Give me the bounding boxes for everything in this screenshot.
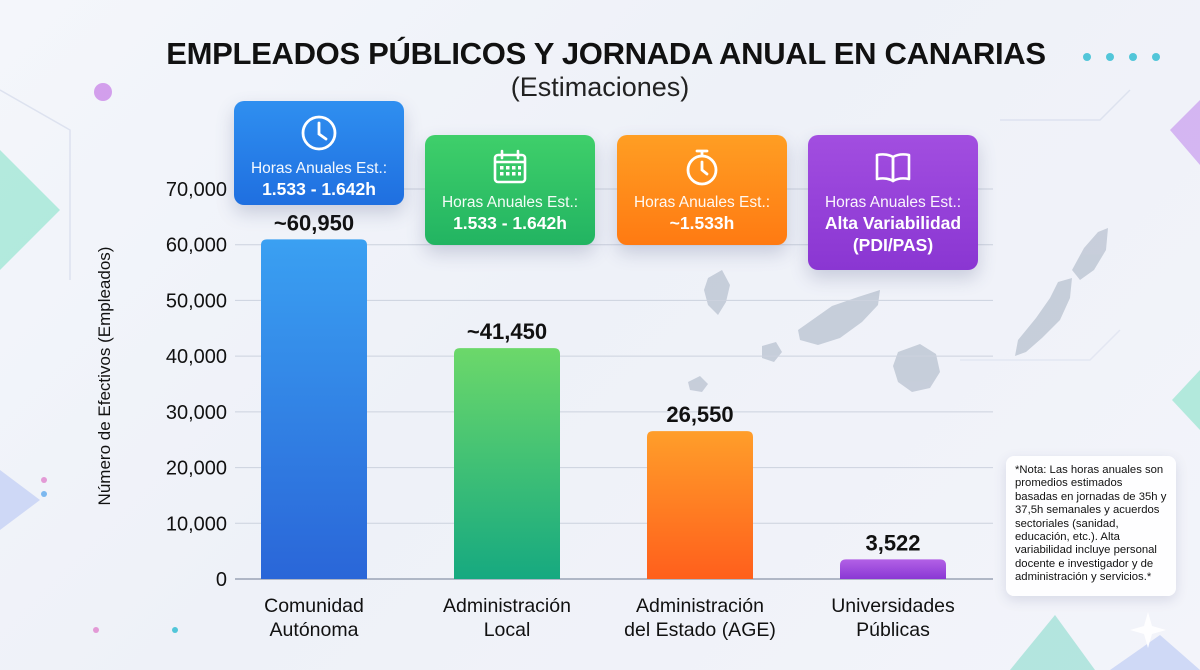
x-tick-label: Local — [484, 619, 531, 641]
badge-comunidad-autonoma: Horas Anuales Est.: 1.533 - 1.642h — [234, 101, 404, 205]
badge-value: Alta Variabilidad (PDI/PAS) — [824, 213, 962, 255]
bar — [647, 431, 753, 579]
badge-label: Horas Anuales Est.: — [441, 194, 579, 211]
bar — [261, 239, 367, 579]
stopwatch-icon — [686, 149, 718, 186]
x-tick-label: Universidades — [831, 595, 955, 617]
footnote: *Nota: Las horas anuales son promedios e… — [1006, 456, 1176, 596]
badge-administracion-local: Horas Anuales Est.: 1.533 - 1.642h — [425, 135, 595, 245]
x-axis-ticks: ComunidadAutónomaAdministraciónLocalAdmi… — [264, 595, 955, 641]
badge-label: Horas Anuales Est.: — [250, 160, 388, 177]
book-icon — [875, 153, 911, 183]
bar — [840, 559, 946, 579]
x-tick-label: Comunidad — [264, 595, 364, 617]
x-tick-label: Autónoma — [270, 619, 359, 641]
x-tick-label: del Estado (AGE) — [624, 619, 776, 641]
calendar-icon — [493, 149, 527, 184]
y-tick-label: 20,000 — [166, 458, 227, 480]
badge-label: Horas Anuales Est.: — [633, 194, 771, 211]
bar — [454, 348, 560, 579]
y-axis-ticks: 0 10,000 20,000 30,000 40,000 50,000 60,000 70,… — [166, 179, 227, 591]
badge-value: 1.533 - 1.642h — [453, 213, 567, 233]
y-axis-label: Número de Efectivos (Empleados) — [95, 247, 114, 506]
data-label: 26,550 — [666, 402, 733, 427]
data-label: ~41,450 — [467, 319, 547, 344]
y-tick-label: 0 — [216, 569, 227, 591]
chart-title: EMPLEADOS PÚBLICOS Y JORNADA ANUAL EN CA… — [166, 36, 1046, 71]
y-tick-label: 10,000 — [166, 513, 227, 535]
x-tick-label: Administración — [443, 595, 571, 617]
badge-value: 1.533 - 1.642h — [262, 179, 376, 199]
data-labels: ~60,950 ~41,450 26,550 3,522 — [274, 210, 921, 555]
badge-administracion-estado: Horas Anuales Est.: ~1.533h — [617, 135, 787, 245]
y-tick-label: 50,000 — [166, 290, 227, 312]
x-tick-label: Administración — [636, 595, 764, 617]
clock-icon — [301, 115, 337, 151]
badge-label: Horas Anuales Est.: — [824, 194, 962, 211]
badge-value: ~1.533h — [669, 213, 735, 233]
badge-universidades: Horas Anuales Est.: Alta Variabilidad (P… — [808, 135, 978, 270]
chart-subtitle: (Estimaciones) — [510, 72, 690, 102]
y-tick-label: 60,000 — [166, 235, 227, 257]
bars — [261, 239, 946, 579]
data-label: 3,522 — [865, 530, 920, 555]
x-tick-label: Públicas — [856, 619, 930, 641]
y-tick-label: 30,000 — [166, 402, 227, 424]
y-tick-label: 40,000 — [166, 346, 227, 368]
y-tick-label: 70,000 — [166, 179, 227, 201]
data-label: ~60,950 — [274, 210, 354, 235]
